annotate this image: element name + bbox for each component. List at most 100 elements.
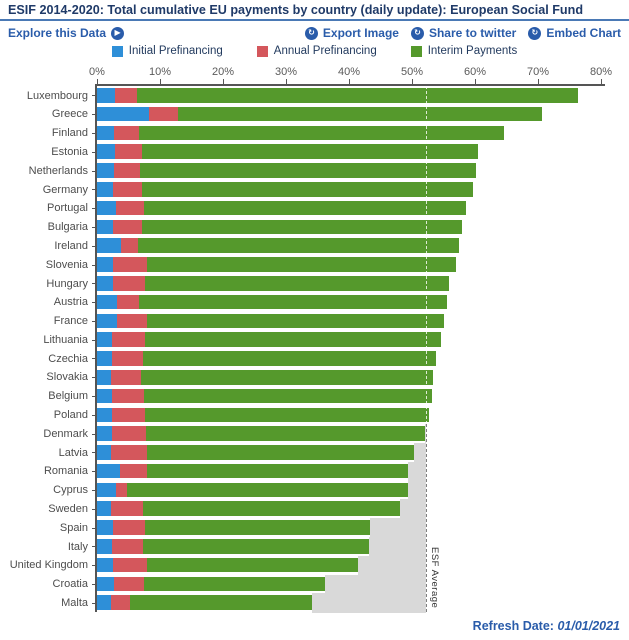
bar-segment-interim-payments[interactable] bbox=[178, 106, 543, 122]
bar-segment-annual-prefinancing[interactable] bbox=[114, 576, 145, 592]
bar-segment-initial-prefinancing[interactable] bbox=[97, 445, 112, 460]
bar-segment-annual-prefinancing[interactable] bbox=[114, 163, 141, 178]
bar-segment-initial-prefinancing[interactable] bbox=[97, 276, 113, 291]
bar-segment-initial-prefinancing[interactable] bbox=[97, 557, 113, 573]
bar-segment-initial-prefinancing[interactable] bbox=[97, 539, 113, 554]
bar-segment-interim-payments[interactable] bbox=[147, 463, 409, 479]
bar-segment-interim-payments[interactable] bbox=[140, 163, 477, 178]
bar-segment-initial-prefinancing[interactable] bbox=[97, 182, 113, 197]
bar-segment-initial-prefinancing[interactable] bbox=[97, 576, 114, 592]
bar-segment-interim-payments[interactable] bbox=[137, 238, 459, 253]
bar-segment-interim-payments[interactable] bbox=[143, 200, 467, 216]
x-axis-tick bbox=[348, 79, 350, 84]
bar-segment-initial-prefinancing[interactable] bbox=[97, 463, 121, 479]
bar-segment-initial-prefinancing[interactable] bbox=[97, 219, 113, 235]
bar-segment-interim-payments[interactable] bbox=[144, 276, 450, 291]
bar-segment-interim-payments[interactable] bbox=[147, 557, 359, 573]
bar-segment-annual-prefinancing[interactable] bbox=[114, 125, 140, 141]
embed-chart-button[interactable]: ↻ Embed Chart bbox=[528, 26, 621, 40]
bar-segment-initial-prefinancing[interactable] bbox=[97, 369, 111, 385]
bar-segment-initial-prefinancing[interactable] bbox=[97, 200, 116, 216]
bar-segment-interim-payments[interactable] bbox=[138, 294, 447, 310]
bar-segment-annual-prefinancing[interactable] bbox=[112, 426, 147, 441]
bar-segment-initial-prefinancing[interactable] bbox=[97, 106, 150, 122]
bar-segment-annual-prefinancing[interactable] bbox=[115, 482, 127, 498]
bar-segment-initial-prefinancing[interactable] bbox=[97, 407, 113, 423]
bar-segment-interim-payments[interactable] bbox=[139, 125, 504, 141]
bar-segment-interim-payments[interactable] bbox=[147, 445, 414, 460]
bar-segment-interim-payments[interactable] bbox=[129, 595, 312, 611]
bar-segment-interim-payments[interactable] bbox=[144, 520, 370, 535]
bar-segment-interim-payments[interactable] bbox=[143, 388, 432, 404]
x-axis-tick bbox=[96, 79, 98, 84]
bar-segment-interim-payments[interactable] bbox=[144, 407, 429, 423]
bar-segment-interim-payments[interactable] bbox=[146, 426, 426, 441]
row-tick-mark bbox=[92, 489, 96, 491]
bar-segment-initial-prefinancing[interactable] bbox=[97, 595, 111, 611]
bar-segment-initial-prefinancing[interactable] bbox=[97, 520, 113, 535]
bar-segment-annual-prefinancing[interactable] bbox=[112, 332, 145, 347]
legend-item-annual-prefinancing[interactable]: Annual Prefinancing bbox=[256, 45, 377, 57]
bar-segment-initial-prefinancing[interactable] bbox=[97, 482, 116, 498]
refresh-date-value: 01/01/2021 bbox=[557, 619, 620, 633]
bar-segment-interim-payments[interactable] bbox=[142, 351, 436, 366]
bar-segment-initial-prefinancing[interactable] bbox=[97, 294, 118, 310]
bar-segment-annual-prefinancing[interactable] bbox=[115, 88, 137, 103]
bar-segment-annual-prefinancing[interactable] bbox=[112, 257, 148, 272]
bar-segment-annual-prefinancing[interactable] bbox=[112, 219, 142, 235]
bar-segment-initial-prefinancing[interactable] bbox=[97, 125, 114, 141]
bar-segment-initial-prefinancing[interactable] bbox=[97, 426, 113, 441]
bar-segment-annual-prefinancing[interactable] bbox=[120, 238, 138, 253]
bar-segment-interim-payments[interactable] bbox=[141, 182, 474, 197]
bar-segment-annual-prefinancing[interactable] bbox=[112, 407, 145, 423]
bar-segment-initial-prefinancing[interactable] bbox=[97, 257, 113, 272]
bar-segment-annual-prefinancing[interactable] bbox=[115, 144, 143, 160]
bar-segment-annual-prefinancing[interactable] bbox=[149, 106, 179, 122]
legend-item-interim-payments[interactable]: Interim Payments bbox=[410, 45, 517, 57]
bar-segment-initial-prefinancing[interactable] bbox=[97, 332, 113, 347]
bar-segment-annual-prefinancing[interactable] bbox=[112, 520, 145, 535]
bar-segment-initial-prefinancing[interactable] bbox=[97, 501, 111, 517]
bar-segment-interim-payments[interactable] bbox=[136, 88, 578, 103]
bar-segment-annual-prefinancing[interactable] bbox=[110, 501, 143, 517]
below-average-area bbox=[408, 480, 427, 500]
country-label: France bbox=[53, 315, 88, 328]
bar-segment-initial-prefinancing[interactable] bbox=[97, 163, 114, 178]
bar-segment-annual-prefinancing[interactable] bbox=[112, 182, 142, 197]
bar-segment-annual-prefinancing[interactable] bbox=[116, 313, 147, 329]
bar-segment-initial-prefinancing[interactable] bbox=[97, 313, 117, 329]
bar-segment-annual-prefinancing[interactable] bbox=[112, 351, 143, 366]
bar-segment-annual-prefinancing[interactable] bbox=[110, 369, 142, 385]
bar-segment-annual-prefinancing[interactable] bbox=[117, 294, 139, 310]
bar-segment-interim-payments[interactable] bbox=[126, 482, 409, 498]
bar-segment-initial-prefinancing[interactable] bbox=[97, 388, 113, 404]
bar-segment-annual-prefinancing[interactable] bbox=[115, 200, 144, 216]
bar-segment-annual-prefinancing[interactable] bbox=[112, 557, 148, 573]
bar-segment-interim-payments[interactable] bbox=[144, 576, 326, 592]
bar-segment-interim-payments[interactable] bbox=[141, 219, 462, 235]
bar-segment-initial-prefinancing[interactable] bbox=[97, 238, 121, 253]
bar-segment-annual-prefinancing[interactable] bbox=[112, 276, 145, 291]
bar-segment-interim-payments[interactable] bbox=[144, 332, 441, 347]
export-image-button[interactable]: ↻ Export Image bbox=[304, 26, 399, 40]
bar-segment-interim-payments[interactable] bbox=[147, 257, 457, 272]
bar-segment-interim-payments[interactable] bbox=[142, 539, 370, 554]
share-twitter-button[interactable]: ↻ Share to twitter bbox=[410, 26, 516, 40]
bar-segment-initial-prefinancing[interactable] bbox=[97, 88, 116, 103]
bar-segment-interim-payments[interactable] bbox=[146, 313, 445, 329]
bar-segment-annual-prefinancing[interactable] bbox=[111, 445, 148, 460]
bar-segment-annual-prefinancing[interactable] bbox=[112, 539, 143, 554]
bar-segment-interim-payments[interactable] bbox=[141, 369, 434, 385]
bar-segment-annual-prefinancing[interactable] bbox=[112, 388, 144, 404]
refresh-date: Refresh Date: 01/01/2021 bbox=[473, 619, 620, 633]
bar-segment-annual-prefinancing[interactable] bbox=[120, 463, 148, 479]
country-label: Romania bbox=[43, 465, 88, 478]
bar-segment-interim-payments[interactable] bbox=[142, 501, 401, 517]
legend-item-initial-prefinancing[interactable]: Initial Prefinancing bbox=[111, 45, 223, 57]
bar-segment-initial-prefinancing[interactable] bbox=[97, 351, 113, 366]
bar-segment-initial-prefinancing[interactable] bbox=[97, 144, 116, 160]
bar-segment-annual-prefinancing[interactable] bbox=[110, 595, 130, 611]
chevron-right-circle-icon: ▶ bbox=[111, 26, 125, 40]
bar-segment-interim-payments[interactable] bbox=[142, 144, 479, 160]
explore-data-link[interactable]: Explore this Data ▶ bbox=[8, 26, 125, 40]
